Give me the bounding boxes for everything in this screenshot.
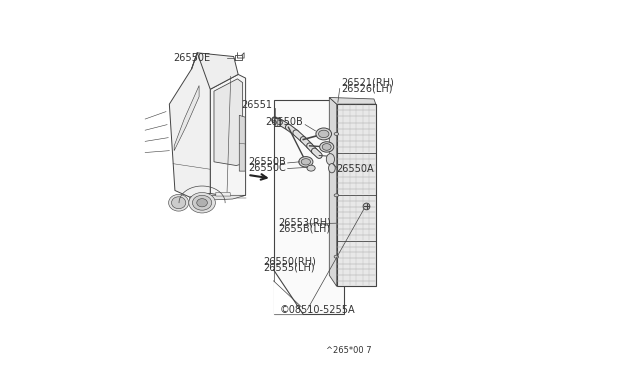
Bar [337,104,376,286]
Polygon shape [273,270,303,314]
Polygon shape [330,97,337,286]
Ellipse shape [319,130,329,138]
Bar [273,118,280,126]
Ellipse shape [193,195,212,210]
Ellipse shape [307,165,315,171]
Text: 2655B(LH): 2655B(LH) [278,224,330,233]
Ellipse shape [316,128,332,140]
Ellipse shape [363,203,370,210]
Ellipse shape [322,144,331,150]
Text: ^265*00 7: ^265*00 7 [326,346,371,355]
Text: ©08510-5255A: ©08510-5255A [280,305,355,314]
Text: 26550E: 26550E [173,53,211,62]
Ellipse shape [189,193,216,213]
Polygon shape [216,192,231,196]
Ellipse shape [334,255,339,258]
Ellipse shape [301,159,310,165]
Ellipse shape [196,199,207,207]
Ellipse shape [334,132,339,135]
Text: 26550(RH): 26550(RH) [264,257,316,266]
Ellipse shape [319,142,334,152]
Ellipse shape [334,194,339,197]
Polygon shape [190,195,246,201]
Ellipse shape [299,157,313,167]
Polygon shape [211,74,246,197]
Text: 26550A: 26550A [336,164,374,174]
Bar [273,100,344,314]
Polygon shape [330,97,376,104]
Ellipse shape [328,164,335,173]
Ellipse shape [326,154,335,165]
Polygon shape [191,53,238,89]
Ellipse shape [172,197,186,209]
Text: 26553(RH): 26553(RH) [278,218,332,227]
Text: 26551: 26551 [241,100,273,110]
Text: 26550C: 26550C [248,163,286,173]
Polygon shape [170,53,211,197]
Ellipse shape [168,194,189,211]
Text: 26521(RH): 26521(RH) [341,78,394,87]
Text: 26550B: 26550B [248,157,286,167]
Text: 26550B: 26550B [266,117,303,127]
Polygon shape [239,115,245,171]
Polygon shape [174,86,199,151]
Polygon shape [214,79,243,166]
Text: 26555(LH): 26555(LH) [264,263,315,272]
Text: 26526(LH): 26526(LH) [341,84,392,93]
